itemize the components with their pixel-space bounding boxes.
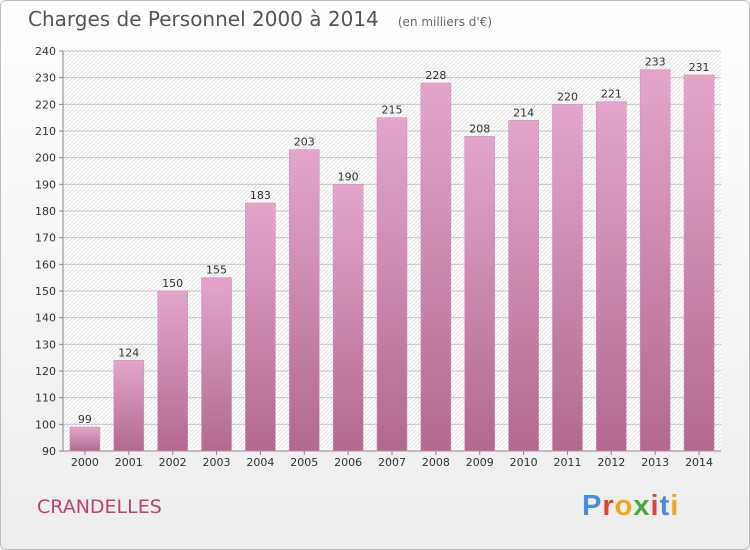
- x-tick-label: 2009: [466, 456, 494, 469]
- x-tick-label: 2013: [641, 456, 669, 469]
- data-label: 190: [338, 170, 359, 183]
- data-label: 150: [162, 277, 183, 290]
- y-tick-label: 160: [35, 258, 56, 271]
- data-label: 183: [250, 189, 271, 202]
- logo-letter: P: [582, 490, 603, 522]
- x-tick-label: 2003: [203, 456, 231, 469]
- y-tick-label: 170: [35, 232, 56, 245]
- data-label: 215: [382, 104, 403, 117]
- data-label: 214: [513, 106, 534, 119]
- bar: [245, 202, 276, 452]
- x-tick-label: 2000: [71, 456, 99, 469]
- data-label: 155: [206, 264, 227, 277]
- y-tick-label: 210: [35, 125, 56, 138]
- bar: [201, 277, 232, 452]
- bar: [464, 136, 496, 452]
- bar: [157, 290, 188, 452]
- bar: [596, 101, 627, 452]
- title-row: Charges de Personnel 2000 à 2014 (en mil…: [28, 7, 492, 31]
- bar: [420, 82, 452, 452]
- data-label: 228: [425, 69, 446, 82]
- bar: [508, 120, 539, 452]
- x-tick-label: 2008: [422, 456, 450, 469]
- bar: [552, 104, 583, 452]
- y-tick-label: 150: [35, 285, 56, 298]
- logo-letter: r: [602, 490, 615, 522]
- data-label: 220: [557, 90, 578, 103]
- data-label: 208: [469, 122, 490, 135]
- y-tick-label: 140: [35, 312, 56, 325]
- logo-letter: x: [633, 490, 651, 522]
- data-label: 233: [645, 56, 666, 69]
- data-label: 203: [294, 136, 315, 149]
- place-name: CRANDELLES: [37, 496, 162, 518]
- y-tick-label: 110: [35, 392, 56, 405]
- bar: [332, 184, 364, 452]
- x-tick-label: 2014: [685, 456, 713, 469]
- bar: [683, 74, 715, 452]
- x-tick-label: 2002: [159, 456, 187, 469]
- y-tick-label: 180: [35, 205, 56, 218]
- bar: [113, 360, 145, 452]
- chart-subtitle: (en milliers d'€): [397, 15, 492, 29]
- y-tick-label: 120: [35, 365, 56, 378]
- y-tick-label: 200: [35, 152, 56, 165]
- bar: [376, 117, 408, 452]
- y-tick-label: 240: [35, 45, 56, 58]
- x-tick-label: 2012: [597, 456, 625, 469]
- y-tick-label: 230: [35, 72, 56, 85]
- y-tick-label: 220: [35, 98, 56, 111]
- bar: [639, 69, 671, 452]
- y-tick-label: 90: [42, 445, 56, 458]
- y-tick-label: 190: [35, 178, 56, 191]
- data-label: 99: [78, 413, 92, 426]
- data-label: 221: [601, 88, 622, 101]
- logo-letter: i: [650, 490, 660, 522]
- proxiti-logo: Proxiti: [582, 490, 679, 523]
- data-label: 231: [689, 61, 710, 74]
- data-label: 124: [118, 346, 139, 359]
- x-tick-label: 2005: [290, 456, 318, 469]
- x-tick-label: 2010: [510, 456, 538, 469]
- bar: [69, 426, 101, 452]
- x-tick-label: 2006: [334, 456, 362, 469]
- y-tick-label: 130: [35, 338, 56, 351]
- chart-title: Charges de Personnel 2000 à 2014: [28, 7, 379, 31]
- x-tick-label: 2001: [115, 456, 143, 469]
- y-tick-label: 100: [35, 418, 56, 431]
- x-tick-label: 2011: [553, 456, 581, 469]
- logo-letter: o: [614, 490, 634, 522]
- logo-letter: t: [659, 490, 671, 522]
- logo-letter: i: [670, 490, 680, 522]
- bar: [288, 149, 320, 452]
- x-tick-label: 2004: [246, 456, 274, 469]
- x-tick-label: 2007: [378, 456, 406, 469]
